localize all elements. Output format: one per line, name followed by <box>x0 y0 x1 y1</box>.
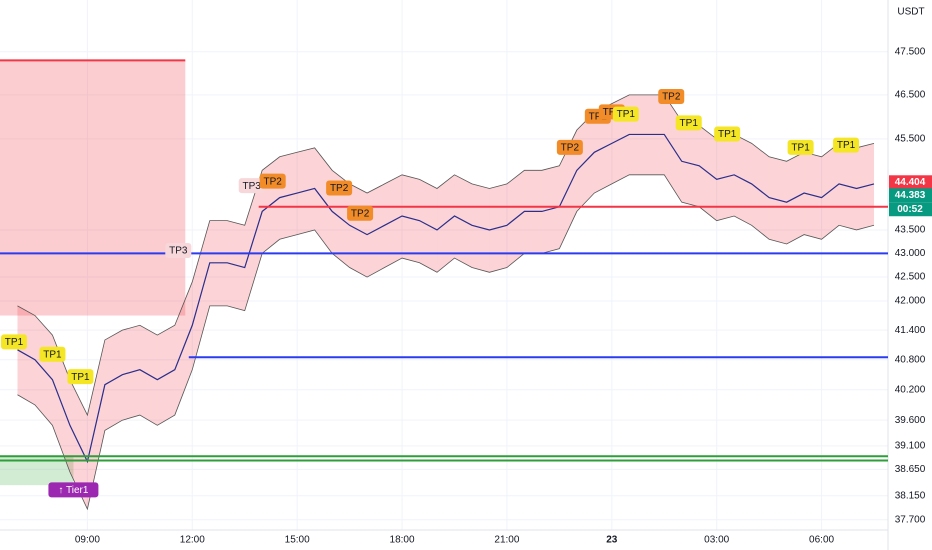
annotation-box <box>39 346 66 362</box>
countdown-label: 00:52 <box>897 204 923 215</box>
annotation-text: TP2 <box>662 92 681 103</box>
y-tick-label: 39.600 <box>895 415 926 426</box>
y-tick-label: 43.500 <box>895 225 926 236</box>
x-tick-label: 21:00 <box>494 535 519 546</box>
annotation-text: TP1 <box>718 129 737 140</box>
x-tick-label: 23 <box>606 535 618 546</box>
annotation-box <box>612 106 639 122</box>
y-tick-label: 38.650 <box>895 464 926 475</box>
annotation-text: TP2 <box>603 107 622 118</box>
currency-label: USDT <box>897 7 924 18</box>
annotation-text: TP1 <box>680 118 699 129</box>
annotation-box <box>165 243 192 259</box>
x-tick-label: 03:00 <box>704 535 729 546</box>
y-tick-label: 40.800 <box>895 354 926 365</box>
x-tick-label: 09:00 <box>75 535 100 546</box>
y-tick-label: 47.500 <box>895 46 926 57</box>
annotation-text: TP1 <box>71 372 90 383</box>
annotation-text: TP2 <box>561 142 580 153</box>
annotation-text: TP1 <box>837 140 856 151</box>
annotation-box <box>675 115 702 131</box>
annotation-text: TP2 <box>589 111 608 122</box>
annotation-box <box>833 137 860 153</box>
y-tick-label: 46.500 <box>895 90 926 101</box>
y-tick-label: 38.150 <box>895 490 926 501</box>
annotation-box <box>67 369 94 385</box>
price-line <box>17 133 875 464</box>
band-lower <box>17 174 875 511</box>
annotation-text: TP2 <box>330 183 349 194</box>
annotation-box <box>326 180 353 196</box>
x-tick-label: 06:00 <box>809 535 834 546</box>
annotation-box <box>556 139 583 155</box>
annotation-text: TP3 <box>243 181 262 192</box>
annotation-box <box>787 139 814 155</box>
price-tag-label: 44.404 <box>895 177 926 188</box>
annotation-box <box>0 334 27 350</box>
annotation-text: TP3 <box>169 246 188 257</box>
x-tick-label: 18:00 <box>390 535 415 546</box>
annotation-box <box>347 205 374 221</box>
annotation-box <box>658 89 685 105</box>
annotation-box <box>238 178 265 194</box>
annotation-text: TP2 <box>264 176 283 187</box>
price-tag <box>889 175 932 190</box>
annotation-text: TP1 <box>5 337 24 348</box>
annotation-text: TP1 <box>617 109 636 120</box>
annotation-text: TP1 <box>791 142 810 153</box>
annotation-box <box>259 173 286 189</box>
annotation-text: TP2 <box>351 208 370 219</box>
price-tag <box>889 188 932 203</box>
x-tick-label: 15:00 <box>285 535 310 546</box>
zone <box>0 60 186 316</box>
y-tick-label: 43.000 <box>895 248 926 259</box>
y-tick-label: 41.400 <box>895 325 926 336</box>
annotation-box <box>48 482 99 498</box>
y-tick-label: 45.500 <box>895 134 926 145</box>
countdown-tag <box>889 202 932 217</box>
annotation-text: TP1 <box>43 349 62 360</box>
price-tag-label: 44.383 <box>895 190 926 201</box>
y-tick-label: 37.700 <box>895 514 926 525</box>
annotation-text: ↑ Tier1 <box>58 485 88 496</box>
y-tick-label: 39.100 <box>895 441 926 452</box>
annotation-box <box>714 126 741 142</box>
y-tick-label: 42.000 <box>895 296 926 307</box>
y-tick-label: 40.200 <box>895 384 926 395</box>
x-tick-label: 12:00 <box>180 535 205 546</box>
y-tick-label: 42.500 <box>895 272 926 283</box>
